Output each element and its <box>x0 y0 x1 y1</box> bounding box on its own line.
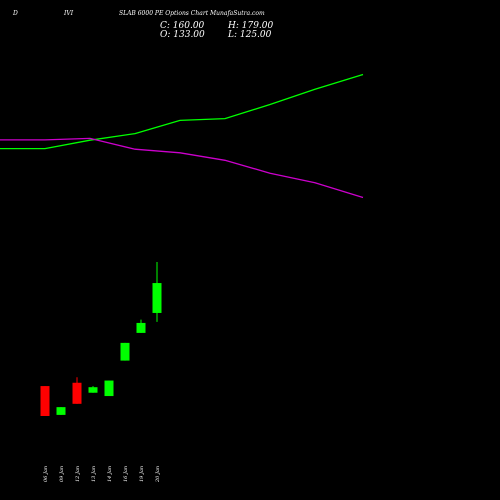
overlay-line-1 <box>0 137 364 199</box>
header-symbol: D <box>13 10 18 17</box>
overlay-line-0 <box>0 73 364 150</box>
x-tick-label: 14 Jan <box>107 466 113 482</box>
candle-body <box>104 380 114 397</box>
candle-body <box>136 322 146 333</box>
header-title: SLAB 6000 PE Options Chart MunafaSutra.c… <box>119 10 265 17</box>
candle-body <box>88 387 98 393</box>
candle-body <box>152 283 162 313</box>
x-tick-label: 12 Jan <box>75 466 81 482</box>
x-tick-label: 13 Jan <box>91 466 97 482</box>
header-open: O: 133.00 <box>160 30 205 40</box>
x-tick-label: 06 Jan <box>43 466 49 482</box>
candle-body <box>40 386 50 416</box>
header-close: C: 160.00 <box>160 21 205 31</box>
x-tick-label: 16 Jan <box>123 466 129 482</box>
candle-body <box>120 342 130 361</box>
x-tick-label: 20 Jan <box>155 466 161 483</box>
header-low: L: 125.00 <box>228 30 272 40</box>
x-tick-label: 19 Jan <box>139 466 145 482</box>
x-tick-label: 09 Jan <box>59 466 65 482</box>
header-expiry: IVI <box>64 10 74 17</box>
header-high: H: 179.00 <box>228 21 274 31</box>
candle-body <box>72 382 82 404</box>
candle-body <box>56 407 66 415</box>
